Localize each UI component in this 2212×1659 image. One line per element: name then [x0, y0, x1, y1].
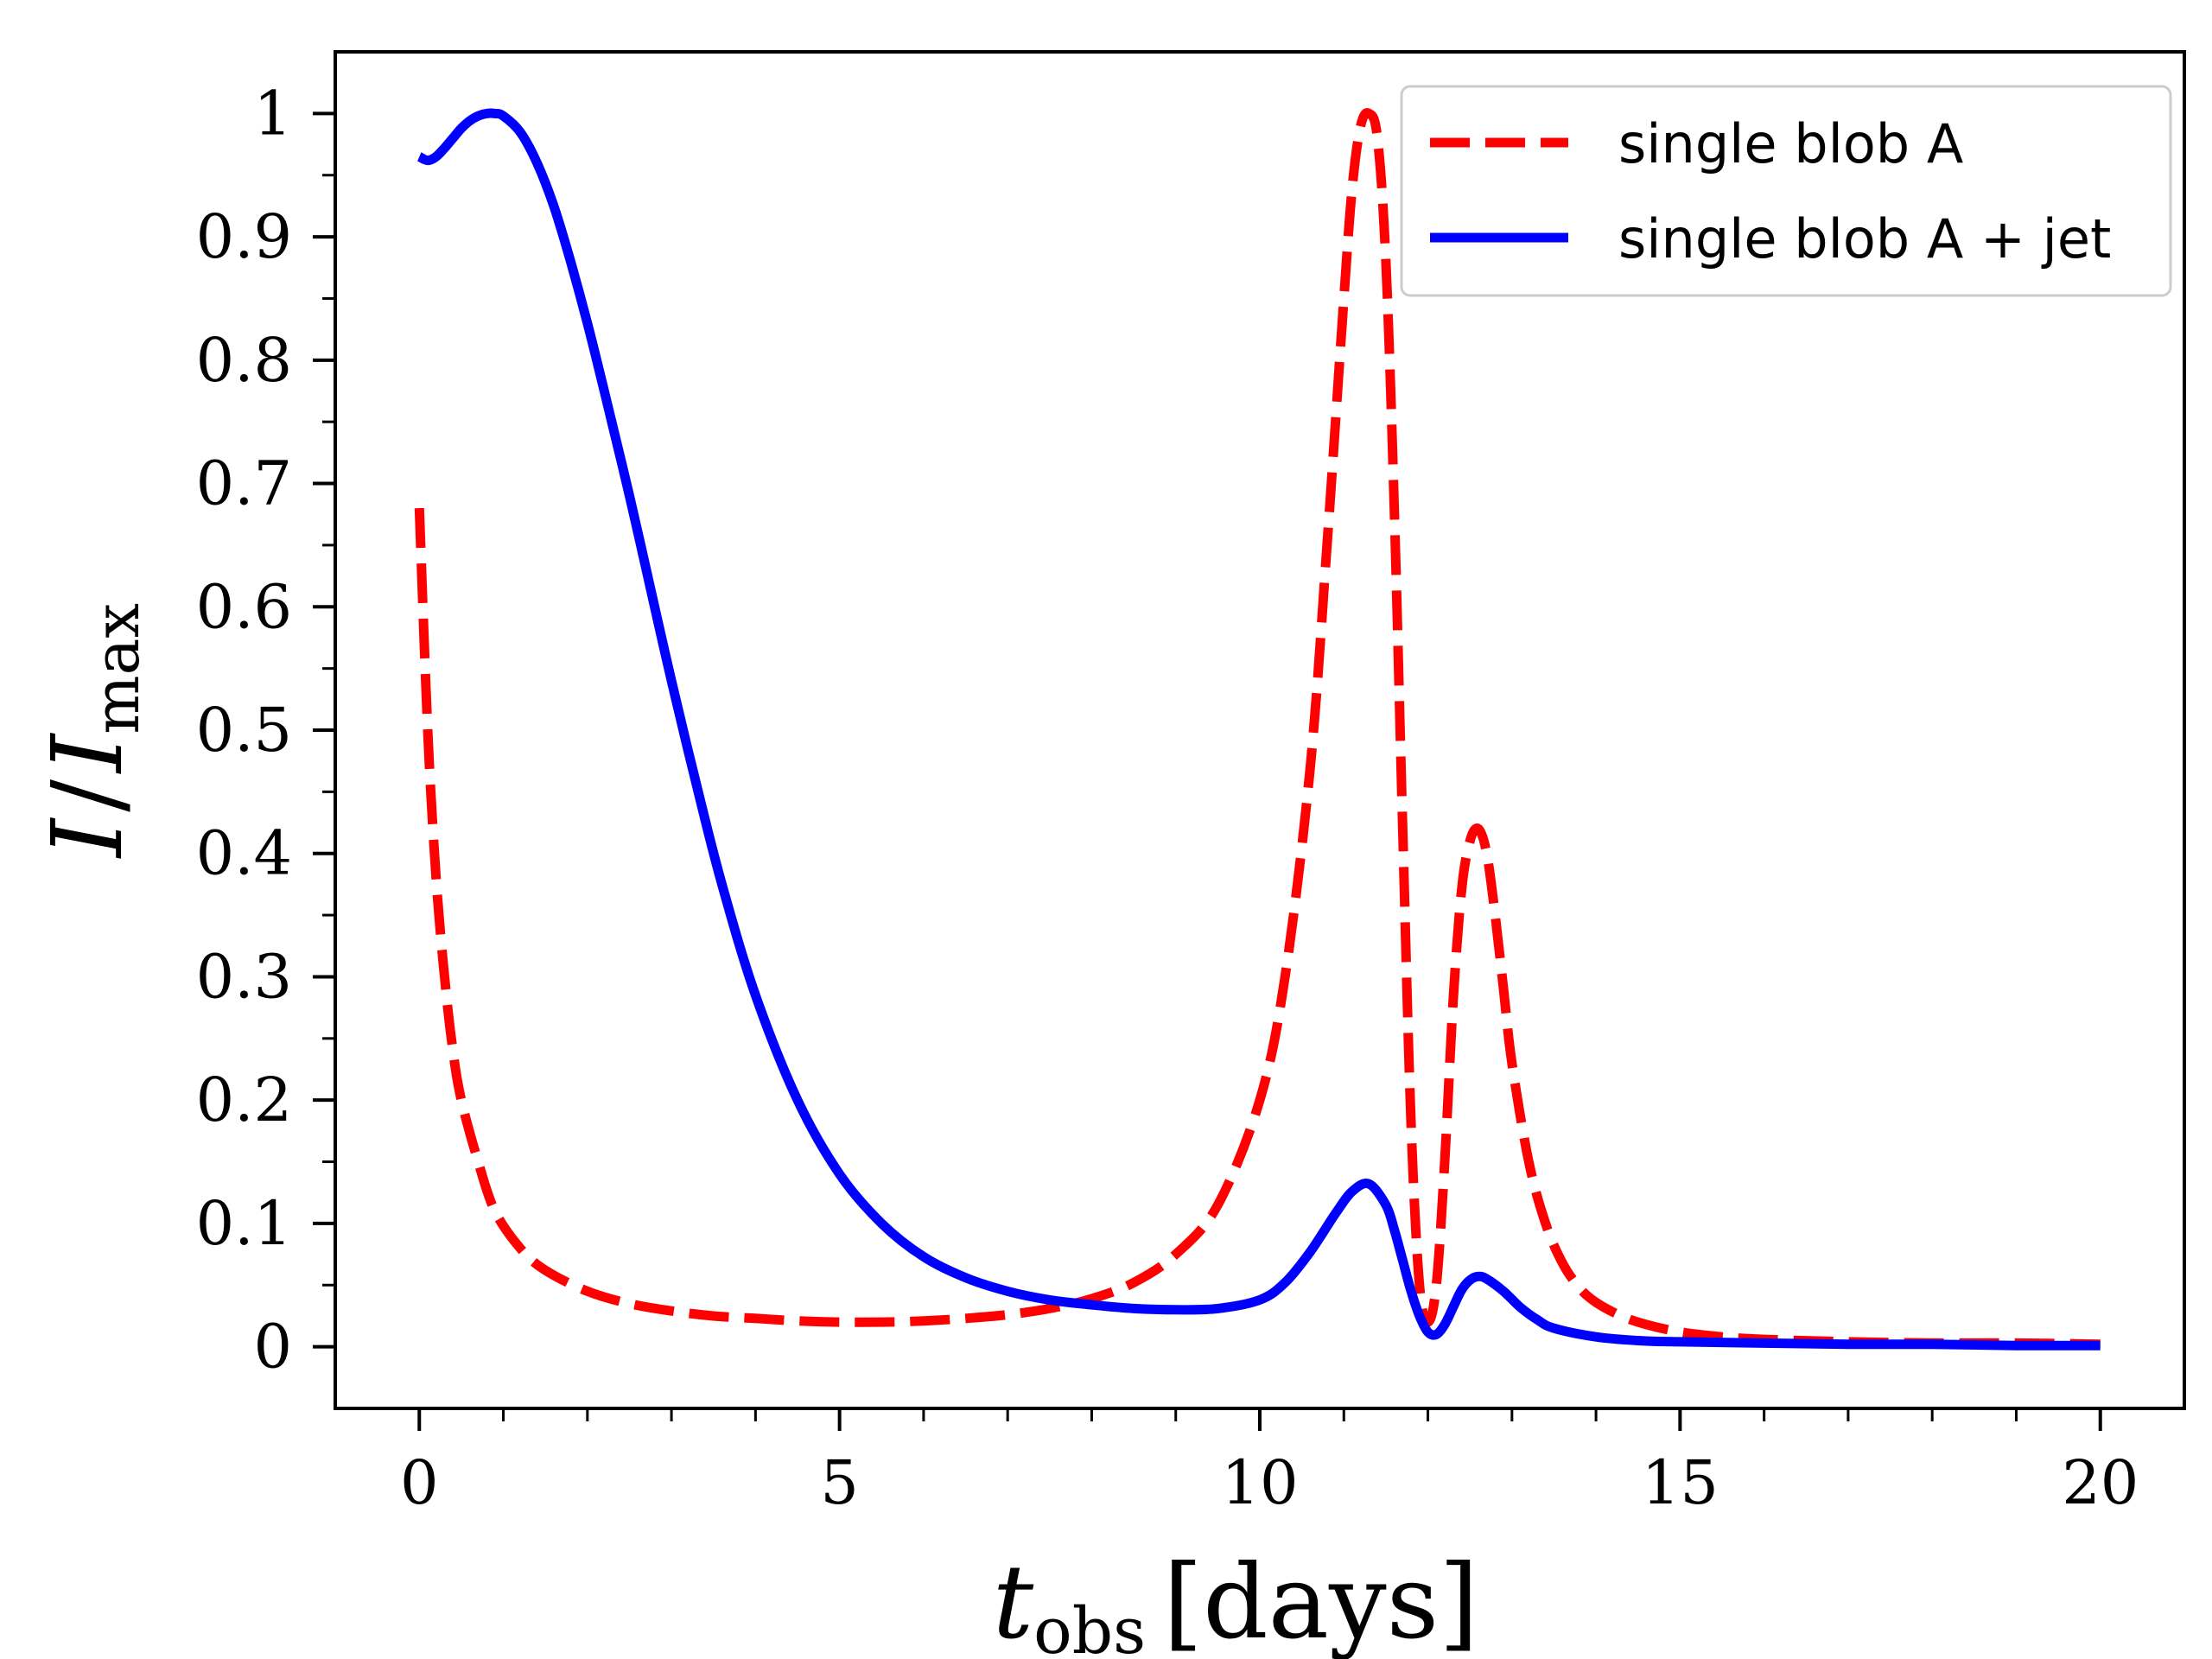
legend: single blob A single blob A + jet: [1400, 85, 2172, 297]
series-line-single-blob-a: [414, 108, 2101, 1350]
x-tick-label: 5: [820, 1447, 859, 1518]
y-tick-label: 0.8: [196, 325, 292, 396]
series-layer: [414, 108, 2101, 1351]
y-axis-title-slash: /: [32, 779, 144, 812]
x-axis-title: tobs [days]: [993, 1542, 1479, 1659]
y-tick-label: 1: [253, 78, 292, 149]
legend-label-single-blob-a-jet: single blob A + jet: [1618, 207, 2111, 270]
y-tick-label: 0.3: [196, 941, 292, 1012]
legend-label-single-blob-a: single blob A: [1618, 112, 1963, 175]
y-tick-label: 0.1: [196, 1188, 292, 1259]
x-tick-label: 15: [1642, 1447, 1719, 1518]
y-axis-title-subscript: max: [80, 603, 153, 734]
y-axis-title-numerator: I: [32, 817, 144, 859]
ticks-layer: 0 5 10 15 20 0 0.1 0.2 0.3 0.4 0.5 0.6 0.7 0.8 0.9 1: [196, 78, 2139, 1518]
y-tick-label: 0.7: [196, 448, 292, 519]
series-line-single-blob-a-jet: [416, 108, 2101, 1351]
y-tick-label: 0.9: [196, 201, 292, 272]
x-axis-title-symbol: t: [993, 1542, 1034, 1659]
y-tick-label: 0.5: [196, 695, 292, 766]
legend-box: [1400, 85, 2172, 297]
x-axis-title-subscript: obs: [1033, 1594, 1146, 1659]
y-tick-label: 0.6: [196, 571, 292, 642]
y-axis-title: I / Imax: [32, 603, 153, 859]
x-tick-label: 20: [2062, 1447, 2139, 1518]
y-axis-title-denominator: I: [32, 732, 144, 774]
y-tick-label: 0: [253, 1312, 292, 1382]
y-tick-label: 0.2: [196, 1065, 292, 1135]
y-tick-label: 0.4: [196, 818, 292, 889]
x-axis-title-unit: [days]: [1163, 1542, 1478, 1659]
x-tick-label: 10: [1221, 1447, 1298, 1518]
x-tick-label: 0: [400, 1447, 439, 1518]
